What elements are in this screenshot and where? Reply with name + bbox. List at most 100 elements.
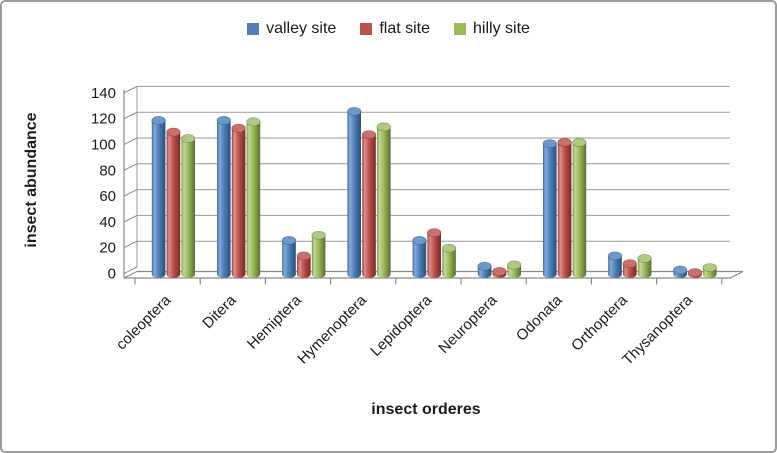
y-axis-tick-label: 60 [99,188,116,205]
y-axis-tick-label: 40 [99,214,116,231]
y-axis-tick [123,214,138,223]
y-axis-tick-label: 0 [108,266,116,283]
legend-item-valley-site: valley site [247,21,336,37]
cylinder-bar-valley-Lepidoptera [412,236,427,279]
bar-top-cap [622,259,637,269]
cylinder-bar-flat-Ditera [231,123,246,279]
y-axis-tick [123,240,138,249]
bar-top-cap [673,265,688,275]
y-axis-tick [123,137,138,145]
y-axis-tick-label: 100 [91,137,116,154]
x-axis-category-label: Ditera [199,291,240,332]
bar-body [282,240,296,274]
bar-body [151,120,166,275]
cylinder-bar-flat-Lepidoptera [427,228,442,279]
bar-top-cap [181,134,196,143]
cylinder-bar-flat-Odonata [557,137,572,279]
y-axis-tick-label: 140 [91,85,116,102]
bar-top-cap [441,243,457,253]
bar-body [442,248,456,274]
bar-body [166,132,181,274]
cylinder-bar-hilly-Odonata [572,137,587,279]
cylinder-bar-flat-Thysanoptera [687,268,703,279]
cylinder-bar-hilly-Hymenoptera [376,122,391,279]
bar-body [311,235,326,274]
cylinder-bar-flat-Hymenoptera [361,130,377,279]
bar-top-cap [492,266,507,276]
bar-body [608,255,622,274]
bar-top-cap [637,254,652,263]
y-axis-tick [123,189,138,197]
y-axis-tick [123,111,138,120]
cylinder-bar-valley-Hymenoptera [347,107,362,279]
legend-swatch-valley-icon [247,23,260,35]
x-axis-category-label: Orthoptera [568,291,631,354]
cylinder-bar-valley-Orthoptera [607,251,623,279]
y-axis-tick [123,266,138,274]
bar-body [412,240,427,274]
x-axis-category-label: Odonata [513,291,566,344]
bar-body [217,120,231,275]
cylinder-bar-hilly-Hemiptera [311,230,326,279]
legend-item-flat-site: flat site [360,21,430,37]
cylinder-bar-hilly-Orthoptera [637,254,652,279]
cylinder-bar-flat-Hemiptera [296,251,311,279]
bar-top-cap [281,236,297,245]
cylinder-bar-hilly-coleoptera [181,134,196,279]
bar-top-cap [557,137,572,147]
bar-top-cap [311,230,326,240]
legend-label-flat: flat site [379,20,431,37]
legend-label-hilly: hilly site [473,20,530,37]
legend-label-valley: valley site [266,20,337,37]
y-axis-tick-label: 80 [99,162,116,179]
cylinder-bar-hilly-Thysanoptera [702,263,717,279]
bar-body [377,126,391,274]
bar-top-cap [231,123,246,133]
bar-body [543,143,557,274]
bar-body [427,232,441,274]
bar-top-cap [542,139,557,149]
y-axis-tick-label: 20 [99,240,116,257]
chart-legend: valley site flat site hilly site [2,21,775,37]
cylinder-bar-valley-coleoptera [151,116,166,279]
bar-top-cap [607,251,623,261]
legend-swatch-hilly-icon [454,23,467,35]
bar-top-cap [296,251,311,261]
x-axis-category-label: Neuroptera [435,291,501,357]
x-axis-category-label: Hemiptera [244,291,305,352]
cylinder-bar-hilly-Lepidoptera [441,243,457,279]
bar-body [347,111,361,275]
cylinder-bar-flat-coleoptera [166,127,181,279]
bar-body [246,121,261,274]
cylinder-bar-valley-Hemiptera [281,236,297,279]
bar-top-cap [572,137,587,147]
bar-top-cap [687,268,703,278]
bar-top-cap [347,107,362,116]
cylinder-bar-hilly-Ditera [246,117,261,279]
x-axis-category-label: coleoptera [113,291,175,353]
bar-body [507,264,521,274]
cylinder-bar-valley-Thysanoptera [673,265,688,279]
legend-item-hilly-site: hilly site [454,21,530,37]
cylinder-bar-flat-Orthoptera [622,259,637,279]
bar-top-cap [477,261,492,271]
bar-top-cap [507,260,522,270]
bar-body [362,134,376,274]
cylinder-bar-valley-Odonata [542,139,557,279]
bar-body [231,128,246,274]
bar-body [623,263,637,274]
y-axis-tick [123,163,138,171]
x-axis-category-label: Thysanoptera [619,291,696,368]
legend-swatch-flat-icon [360,23,373,35]
y-axis-tick-label: 120 [91,111,116,128]
bar-body [297,255,311,274]
bar-top-cap [151,116,166,125]
x-axis-category-label: Hymenoptera [294,291,370,367]
y-axis-title: insect abundance [23,112,40,247]
x-axis-title: insect orderes [371,401,480,418]
x-axis-category-label: Lepidoptera [367,291,436,360]
bar-top-cap [166,127,181,137]
bar-body [572,142,587,274]
